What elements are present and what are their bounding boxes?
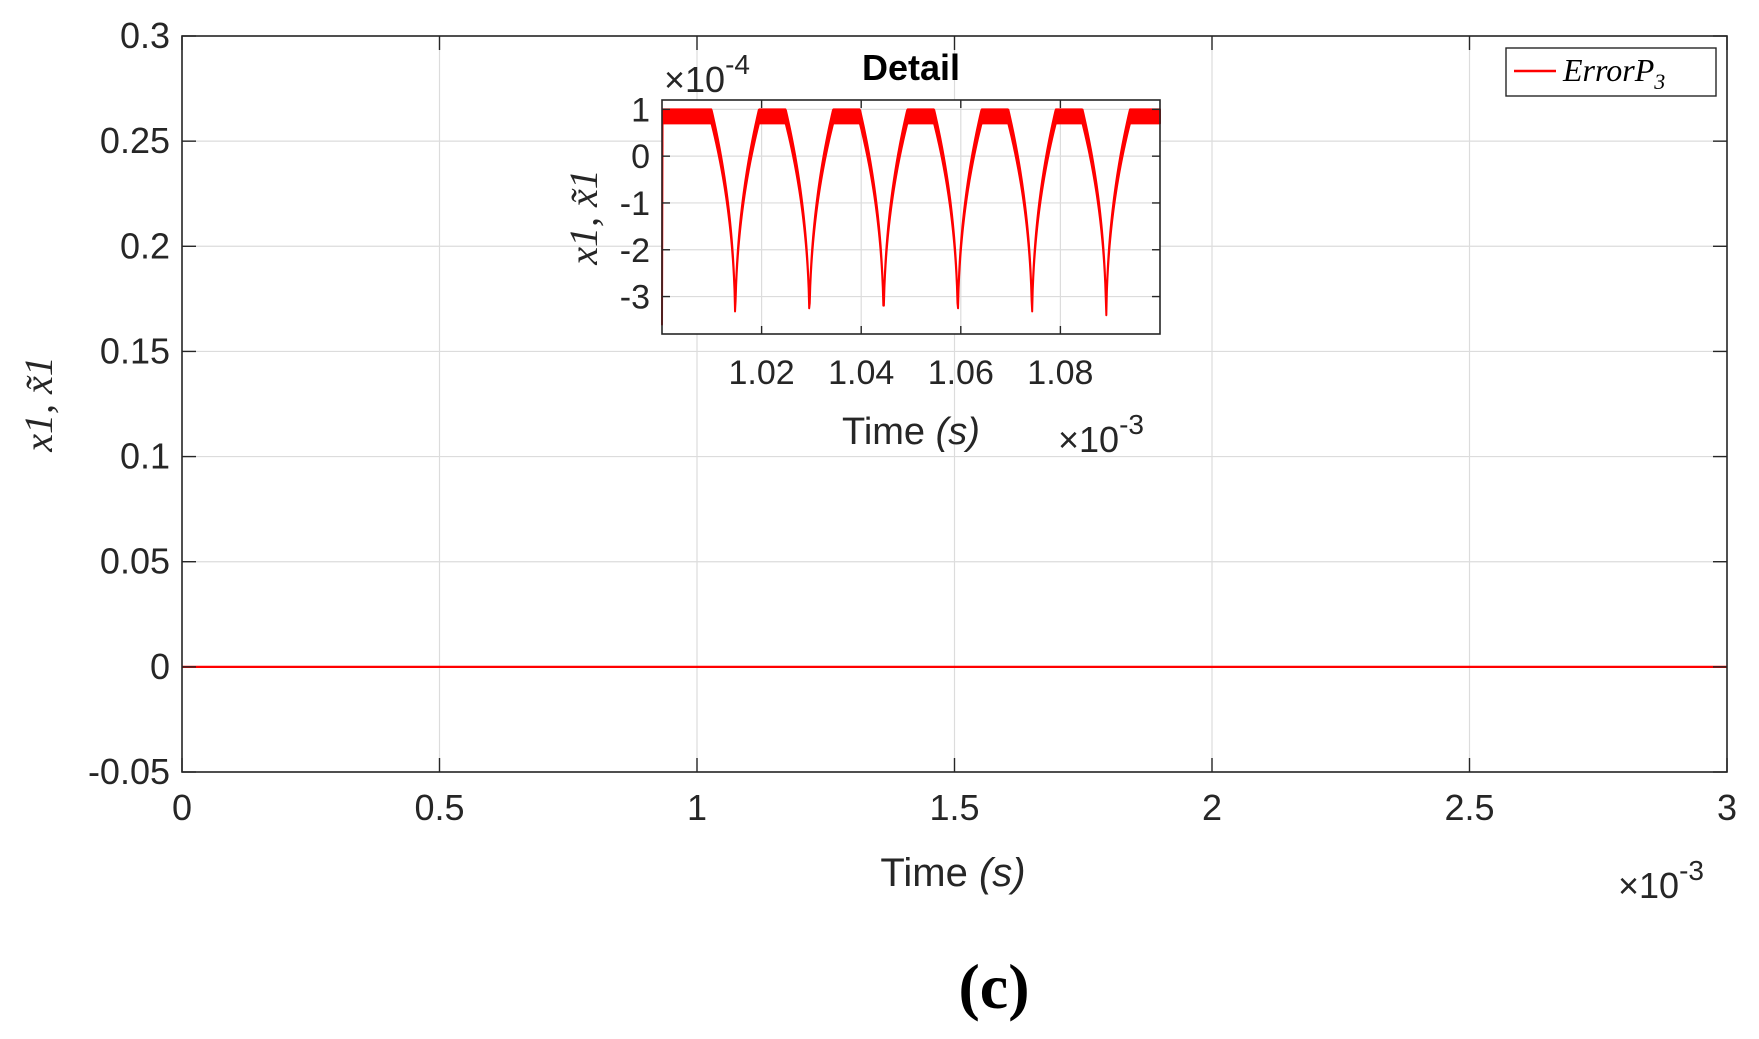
inset-x-multiplier-base: ×10 xyxy=(1058,419,1119,460)
inset-x-label-text: Time xyxy=(842,411,925,453)
inset-y-multiplier-base: ×10 xyxy=(664,59,725,100)
x-tick-label: 0.5 xyxy=(414,787,464,828)
inset-title: Detail xyxy=(862,47,960,88)
y-tick-label: 0.1 xyxy=(120,436,170,477)
main-y-axis-label: x1, x̃1 xyxy=(16,356,61,453)
y-tick-label: 0 xyxy=(150,646,170,687)
x-tick-label: 2.5 xyxy=(1444,787,1494,828)
inset-plot-frame xyxy=(661,99,1161,335)
inset-chart: 1.02 1.04 1.06 1.08 10-1-2-3 Detail ×10-4 T… xyxy=(561,47,1161,460)
inset-x-multiplier: ×10-3 xyxy=(1058,409,1144,460)
x-tick-label: 1.06 xyxy=(928,354,994,392)
x-tick-label: 1.04 xyxy=(828,354,894,392)
legend-label: ErrorP3 xyxy=(1562,52,1665,94)
y-tick-label: -1 xyxy=(620,185,650,223)
x-tick-label: 0 xyxy=(172,787,192,828)
y-tick-label: 0.15 xyxy=(100,330,170,371)
main-y-ticks: 0.3 0.25 0.2 0.15 0.1 0.05 0 -0.05 xyxy=(88,15,1727,792)
legend-label-sub: 3 xyxy=(1653,69,1665,94)
inset-x-multiplier-exp: -3 xyxy=(1119,409,1144,440)
y-tick-label: -0.05 xyxy=(88,751,170,792)
y-tick-label: 0.3 xyxy=(120,15,170,56)
y-tick-label: 0.2 xyxy=(120,225,170,266)
inset-y-axis-label: x1, x̃1 xyxy=(561,169,606,266)
inset-x-ticks: 1.02 1.04 1.06 1.08 xyxy=(729,100,1093,392)
legend-label-base: ErrorP xyxy=(1562,52,1654,88)
x-tick-label: 2 xyxy=(1202,787,1222,828)
y-tick-label: -2 xyxy=(620,232,650,270)
y-tick-label: 1 xyxy=(631,91,650,129)
inset-x-label-unit: (s) xyxy=(936,411,980,453)
main-x-label-text: Time xyxy=(880,851,967,895)
main-x-multiplier-base: ×10 xyxy=(1618,865,1679,906)
x-tick-label: 1.08 xyxy=(1027,354,1093,392)
main-x-multiplier-exp: -3 xyxy=(1679,855,1704,886)
x-tick-label: 1.5 xyxy=(929,787,979,828)
legend: ErrorP3 xyxy=(1505,47,1717,97)
inset-y-multiplier-exp: -4 xyxy=(725,49,750,80)
main-x-axis-label: Time (s) xyxy=(880,851,1025,895)
inset-x-axis-label: Time (s) xyxy=(842,411,980,453)
y-tick-label: -3 xyxy=(620,279,650,317)
main-x-label-unit: (s) xyxy=(979,851,1026,895)
x-tick-label: 3 xyxy=(1717,787,1737,828)
y-tick-label: 0.05 xyxy=(100,541,170,582)
inset-y-multiplier: ×10-4 xyxy=(664,49,750,100)
x-tick-label: 1.02 xyxy=(729,354,795,392)
main-x-ticks: 0 0.5 1 1.5 2 2.5 3 xyxy=(172,36,1737,828)
inset-background xyxy=(662,100,1160,334)
y-tick-label: 0.25 xyxy=(100,120,170,161)
inset-y-ticks: 1 0 -1 -2 -3 xyxy=(620,91,1160,317)
main-x-multiplier: ×10-3 xyxy=(1618,855,1704,906)
y-tick-label: 0 xyxy=(631,138,650,176)
x-tick-label: 1 xyxy=(687,787,707,828)
figure-caption: (c) xyxy=(958,951,1029,1022)
